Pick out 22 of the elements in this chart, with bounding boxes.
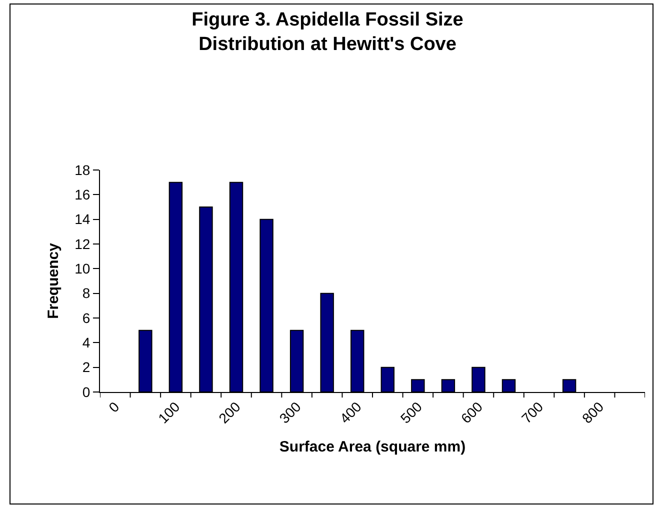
y-tick-label: 2 — [82, 359, 90, 376]
x-tick-label: 400 — [336, 398, 365, 426]
y-tick-label: 18 — [74, 162, 90, 178]
chart-title: Figure 3. Aspidella Fossil Size Distribution at Hewitt's Cove — [192, 10, 464, 56]
y-tick-label: 16 — [74, 186, 90, 203]
x-tick-label: 700 — [518, 398, 546, 426]
y-tick-label: 6 — [82, 310, 90, 326]
x-tick-label: 500 — [397, 398, 426, 426]
y-axis-title: Frequency — [44, 242, 62, 319]
x-tick-label: 600 — [458, 398, 486, 426]
x-tick-label: 800 — [578, 398, 607, 426]
x-tick-label: 200 — [215, 398, 244, 426]
y-tick-label: 10 — [74, 260, 90, 277]
x-tick-label: 100 — [154, 398, 183, 426]
y-tick-label: 14 — [74, 211, 90, 228]
y-tick-label: 12 — [74, 236, 90, 252]
x-tick-label: 0 — [105, 398, 122, 416]
y-tick-label: 4 — [82, 334, 90, 351]
x-tick-label: 300 — [276, 398, 304, 426]
y-tick-label: 8 — [82, 285, 90, 302]
x-axis-title: Surface Area (square mm) — [279, 438, 466, 456]
y-tick-label: 0 — [82, 384, 90, 400]
